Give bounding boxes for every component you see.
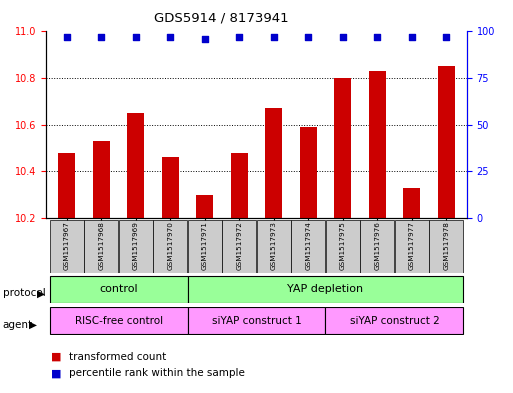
- Bar: [438, 66, 455, 218]
- Text: transformed count: transformed count: [69, 352, 167, 362]
- Text: siYAP construct 1: siYAP construct 1: [212, 316, 301, 326]
- Bar: [188, 276, 463, 303]
- Bar: [50, 307, 188, 334]
- Text: protocol: protocol: [3, 288, 45, 299]
- Text: GSM1517968: GSM1517968: [98, 221, 104, 270]
- Bar: [196, 195, 213, 218]
- Text: percentile rank within the sample: percentile rank within the sample: [69, 369, 245, 378]
- Point: [442, 34, 450, 40]
- Text: GSM1517971: GSM1517971: [202, 221, 208, 270]
- Text: ■: ■: [51, 352, 62, 362]
- Bar: [395, 220, 428, 273]
- Text: YAP depletion: YAP depletion: [287, 284, 364, 294]
- Bar: [119, 220, 153, 273]
- Point: [339, 34, 347, 40]
- Bar: [93, 141, 110, 218]
- Text: GSM1517974: GSM1517974: [305, 221, 311, 270]
- Bar: [58, 153, 75, 218]
- Bar: [334, 78, 351, 218]
- Point: [407, 34, 416, 40]
- Text: control: control: [100, 284, 138, 294]
- Bar: [50, 220, 84, 273]
- Text: agent: agent: [3, 320, 33, 330]
- Bar: [188, 220, 222, 273]
- Bar: [153, 220, 187, 273]
- Bar: [85, 220, 118, 273]
- Text: GSM1517970: GSM1517970: [167, 221, 173, 270]
- Text: siYAP construct 2: siYAP construct 2: [349, 316, 439, 326]
- Bar: [403, 188, 420, 218]
- Bar: [257, 220, 291, 273]
- Text: GSM1517977: GSM1517977: [409, 221, 415, 270]
- Point: [201, 36, 209, 42]
- Text: GSM1517976: GSM1517976: [374, 221, 380, 270]
- Text: GDS5914 / 8173941: GDS5914 / 8173941: [154, 12, 288, 25]
- Bar: [188, 307, 325, 334]
- Text: ■: ■: [51, 369, 62, 378]
- Point: [304, 34, 312, 40]
- Bar: [326, 220, 360, 273]
- Point: [270, 34, 278, 40]
- Bar: [360, 220, 394, 273]
- Text: GSM1517967: GSM1517967: [64, 221, 70, 270]
- Bar: [300, 127, 317, 218]
- Point: [63, 34, 71, 40]
- Point: [235, 34, 243, 40]
- Bar: [265, 108, 282, 218]
- Bar: [127, 113, 145, 218]
- Bar: [162, 158, 179, 218]
- Text: GSM1517969: GSM1517969: [133, 221, 139, 270]
- Bar: [325, 307, 463, 334]
- Bar: [231, 153, 248, 218]
- Bar: [368, 71, 386, 218]
- Text: ▶: ▶: [29, 320, 37, 330]
- Bar: [50, 276, 188, 303]
- Point: [166, 34, 174, 40]
- Text: ▶: ▶: [37, 288, 45, 299]
- Text: GSM1517972: GSM1517972: [236, 221, 242, 270]
- Text: RISC-free control: RISC-free control: [74, 316, 163, 326]
- Point: [97, 34, 106, 40]
- Text: GSM1517978: GSM1517978: [443, 221, 449, 270]
- Bar: [429, 220, 463, 273]
- Text: GSM1517975: GSM1517975: [340, 221, 346, 270]
- Bar: [222, 220, 256, 273]
- Point: [132, 34, 140, 40]
- Point: [373, 34, 381, 40]
- Bar: [291, 220, 325, 273]
- Text: GSM1517973: GSM1517973: [271, 221, 277, 270]
